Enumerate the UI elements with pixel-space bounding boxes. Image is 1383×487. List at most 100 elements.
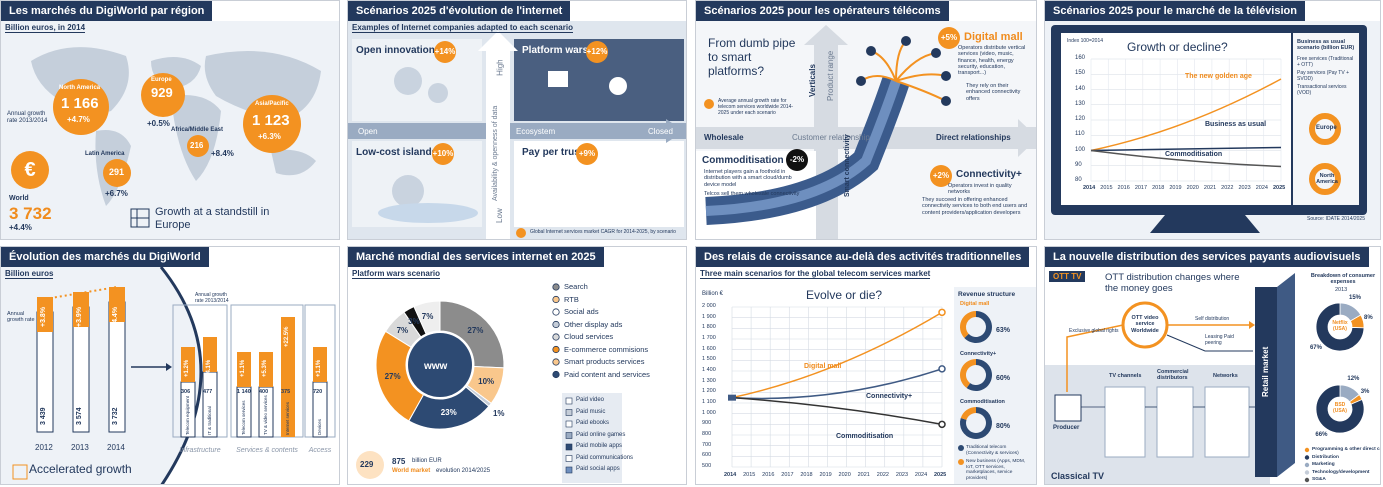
unit: Billion euros, in 2014 bbox=[5, 23, 85, 33]
index-note: Index 100=2014 bbox=[1067, 39, 1103, 45]
x-tick-label: 2014 bbox=[1083, 185, 1095, 191]
x-tick-label: 2021 bbox=[1204, 185, 1216, 191]
region-value: 929 bbox=[151, 86, 173, 101]
y-tick-label: 1 500 bbox=[702, 356, 716, 362]
axis-label: Customer relationship bbox=[792, 133, 870, 142]
question: From dumb pipe to smart platforms? bbox=[708, 37, 808, 78]
segment-growth: +1.1% bbox=[240, 360, 247, 377]
legend-swatch bbox=[566, 433, 572, 439]
panel-title: Marché mondial des services internet en … bbox=[348, 247, 604, 267]
edge-label: Leasing Paid peering bbox=[1205, 335, 1235, 347]
segment-label: 12% bbox=[1347, 376, 1359, 383]
segment-growth: +4.1% bbox=[206, 360, 213, 377]
x-tick-label: 2017 bbox=[1135, 185, 1147, 191]
panel: Des relais de croissance au-delà des act… bbox=[695, 246, 1037, 485]
scenario-label: Connectivity+ bbox=[866, 393, 912, 401]
x-tick-label: 2023 bbox=[1238, 185, 1250, 191]
chart-title: Evolve or die? bbox=[806, 289, 882, 303]
panel: Évolution des marchés du DigiWorld Billi… bbox=[0, 246, 340, 485]
legend-swatch bbox=[566, 444, 572, 450]
y-tick-label: 600 bbox=[702, 452, 711, 458]
legend-swatch bbox=[958, 459, 964, 465]
side-legend: Free services (Traditional + OTT) bbox=[1297, 57, 1357, 69]
segment-label: 27% bbox=[467, 326, 483, 335]
node: Producer bbox=[1053, 425, 1079, 432]
breakdown-title: Breakdown of consumer expenses bbox=[1307, 273, 1379, 286]
legend-item: Search bbox=[564, 283, 588, 292]
region-growth: +6.7% bbox=[105, 189, 128, 198]
segment-value: 306 bbox=[181, 389, 190, 395]
page: {"panels":[ {"title":"Les marchés du Dig… bbox=[0, 0, 1383, 487]
legend-item: Technology/development bbox=[1312, 470, 1369, 476]
x-tick-label: 2013 bbox=[71, 443, 89, 452]
region-growth: +6.3% bbox=[258, 132, 281, 141]
evolution: evolution 2014/2025 bbox=[436, 468, 490, 475]
panel-title: La nouvelle distribution des services pa… bbox=[1045, 247, 1369, 267]
scenario-text: They succeed in offering enhanced connec… bbox=[922, 197, 1034, 216]
note: Annual growth rate 2013/2014 bbox=[195, 293, 235, 305]
legend-item: E-commerce commisions bbox=[564, 346, 648, 355]
axis-label: Product range bbox=[826, 51, 835, 101]
axis-label: High bbox=[496, 59, 505, 75]
scenario-label: The new golden age bbox=[1185, 73, 1252, 81]
y-tick-label: 1 300 bbox=[702, 378, 716, 384]
legend-swatch bbox=[553, 371, 559, 377]
bar-value: 3 574 bbox=[76, 407, 84, 425]
axis-label: Closed bbox=[648, 127, 673, 136]
panel-title: Des relais de croissance au-delà des act… bbox=[696, 247, 1029, 267]
x-tick-label: 2021 bbox=[858, 472, 870, 478]
legend-item: Paid communications bbox=[576, 455, 633, 462]
side-legend: Transactional services (VOD) bbox=[1297, 85, 1357, 97]
group-label: Services & contents bbox=[231, 447, 303, 455]
bar-growth: +3.8% bbox=[40, 307, 48, 327]
segment-label: 66% bbox=[1315, 432, 1327, 439]
legend-item: Traditional telecom (Connectivity & serv… bbox=[966, 445, 1034, 456]
axis-label: Open bbox=[358, 127, 378, 136]
donut-value: 60% bbox=[996, 375, 1010, 383]
legend-item: Paid online games bbox=[576, 432, 625, 439]
caption: Accelerated growth bbox=[29, 463, 132, 477]
source: Source: IDATE 2014/2025 bbox=[1307, 217, 1365, 223]
segment-label: Telecom services bbox=[241, 400, 246, 435]
legend-swatch bbox=[553, 321, 559, 327]
side-legend: Pay services (Pay TV + SVOD) bbox=[1297, 71, 1357, 83]
region-growth: +0.5% bbox=[147, 119, 170, 128]
chart-title: Growth or decline? bbox=[1127, 41, 1228, 55]
x-tick-label: 2022 bbox=[1221, 185, 1233, 191]
end-point bbox=[939, 421, 945, 427]
node: TV channels bbox=[1109, 373, 1141, 379]
y-tick-label: 1 400 bbox=[702, 367, 716, 373]
legend-swatch bbox=[553, 284, 559, 290]
scenario-growth: +10% bbox=[432, 143, 454, 165]
segment-value: 720 bbox=[313, 389, 322, 395]
bar-value: 3 732 bbox=[112, 407, 120, 425]
segment-label: 3% bbox=[1361, 389, 1370, 396]
breakdown-year: 2013 bbox=[1335, 287, 1347, 293]
start-point bbox=[728, 395, 736, 401]
y-tick-label: 1 600 bbox=[702, 346, 716, 352]
legend-item: Programming & other direct costs bbox=[1312, 447, 1381, 453]
node: Commercial distributors bbox=[1157, 369, 1197, 382]
scenario-name: Open innovation bbox=[356, 45, 435, 57]
x-tick-label: 2025 bbox=[1273, 185, 1285, 191]
x-tick-label: 2012 bbox=[35, 443, 53, 452]
segment-label: 27% bbox=[385, 372, 401, 381]
quadrants bbox=[348, 1, 687, 240]
note: Average annual growth rate for telecom s… bbox=[718, 99, 798, 116]
y-tick-label: 1 200 bbox=[702, 388, 716, 394]
legend-swatch bbox=[553, 309, 559, 315]
segment-label: 15% bbox=[1349, 295, 1361, 302]
bubble: 216 bbox=[187, 135, 209, 157]
end-value: 875 bbox=[392, 457, 405, 466]
side-title: Business as usual scenario (billion EUR) bbox=[1297, 39, 1357, 52]
scenario-name: Digital mall bbox=[964, 31, 1023, 44]
x-tick-label: 2024 bbox=[1256, 185, 1268, 191]
y-tick-label: 1 800 bbox=[702, 324, 716, 330]
section-label: OTT TV bbox=[1049, 271, 1085, 282]
donut-label: Connectivity+ bbox=[960, 351, 996, 357]
panel-title: Scénarios 2025 d'évolution de l'internet bbox=[348, 1, 570, 21]
donut-value: 80% bbox=[996, 423, 1010, 431]
edge-label: Self distribution bbox=[1195, 317, 1229, 323]
legend-swatch bbox=[958, 445, 964, 451]
scenario-text: They rely on their enhanced connectivity… bbox=[966, 83, 1032, 102]
